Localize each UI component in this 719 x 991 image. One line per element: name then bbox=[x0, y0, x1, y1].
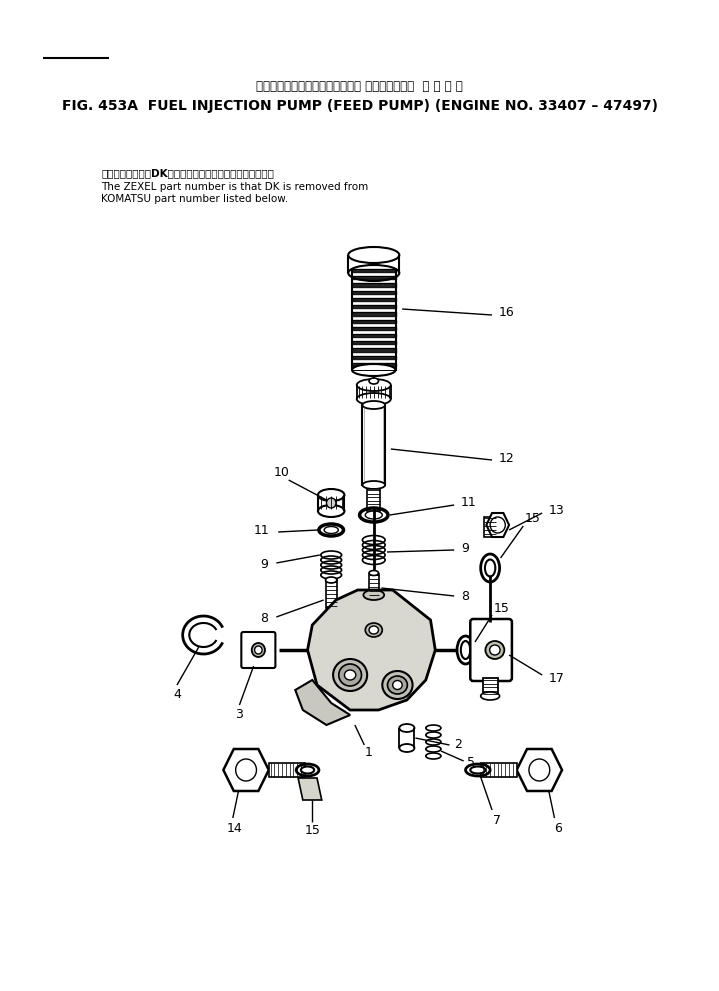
Bar bbox=[326, 580, 337, 608]
FancyBboxPatch shape bbox=[242, 632, 275, 668]
Circle shape bbox=[326, 498, 336, 508]
Ellipse shape bbox=[362, 401, 385, 409]
Ellipse shape bbox=[363, 590, 384, 600]
Ellipse shape bbox=[344, 670, 356, 680]
Text: 15: 15 bbox=[525, 512, 541, 525]
Ellipse shape bbox=[357, 393, 391, 405]
Text: 品番のメーカ記号DKを除いたものがゼクセルの品番です。: 品番のメーカ記号DKを除いたものがゼクセルの品番です。 bbox=[101, 168, 274, 178]
Ellipse shape bbox=[252, 643, 265, 657]
Bar bbox=[485, 517, 496, 537]
Ellipse shape bbox=[339, 664, 362, 686]
Text: 3: 3 bbox=[236, 708, 243, 720]
Ellipse shape bbox=[485, 641, 504, 659]
Text: 17: 17 bbox=[549, 672, 564, 685]
Ellipse shape bbox=[399, 744, 414, 752]
Polygon shape bbox=[298, 778, 321, 800]
Ellipse shape bbox=[485, 560, 495, 577]
Bar bbox=[482, 678, 498, 696]
Ellipse shape bbox=[369, 571, 378, 576]
Ellipse shape bbox=[333, 659, 367, 691]
Bar bbox=[367, 489, 380, 511]
Ellipse shape bbox=[324, 526, 339, 533]
Text: 9: 9 bbox=[260, 558, 267, 571]
Bar bbox=[369, 574, 378, 599]
Text: 8: 8 bbox=[260, 612, 267, 625]
Polygon shape bbox=[296, 680, 350, 725]
Text: 16: 16 bbox=[499, 306, 514, 319]
Text: 1: 1 bbox=[365, 746, 373, 759]
Ellipse shape bbox=[318, 489, 344, 501]
Bar bbox=[481, 763, 517, 777]
Text: KOMATSU part number listed below.: KOMATSU part number listed below. bbox=[101, 194, 288, 204]
Text: 7: 7 bbox=[493, 814, 501, 826]
Bar bbox=[362, 405, 385, 485]
Text: 6: 6 bbox=[554, 822, 562, 834]
Ellipse shape bbox=[383, 671, 413, 699]
Ellipse shape bbox=[399, 724, 414, 732]
Ellipse shape bbox=[393, 681, 402, 690]
Text: 9: 9 bbox=[461, 542, 469, 556]
Ellipse shape bbox=[255, 646, 262, 654]
Polygon shape bbox=[308, 590, 435, 710]
Text: 11: 11 bbox=[461, 496, 477, 509]
Ellipse shape bbox=[352, 364, 395, 376]
Text: 2: 2 bbox=[454, 738, 462, 751]
Text: 5: 5 bbox=[467, 756, 475, 769]
Ellipse shape bbox=[369, 626, 378, 634]
Text: The ZEXEL part number is that DK is removed from: The ZEXEL part number is that DK is remo… bbox=[101, 182, 369, 192]
Ellipse shape bbox=[388, 676, 408, 694]
Text: 15: 15 bbox=[304, 824, 320, 836]
Ellipse shape bbox=[348, 265, 399, 281]
FancyBboxPatch shape bbox=[470, 619, 512, 681]
Text: FIG. 453A  FUEL INJECTION PUMP (FEED PUMP) (ENGINE NO. 33407 – 47497): FIG. 453A FUEL INJECTION PUMP (FEED PUMP… bbox=[62, 99, 658, 113]
Ellipse shape bbox=[365, 623, 383, 637]
Ellipse shape bbox=[481, 692, 500, 700]
Ellipse shape bbox=[461, 641, 470, 659]
Ellipse shape bbox=[362, 481, 385, 489]
Bar bbox=[269, 763, 305, 777]
Text: 14: 14 bbox=[226, 822, 242, 834]
Ellipse shape bbox=[348, 247, 399, 263]
Text: 8: 8 bbox=[461, 591, 469, 604]
Text: 4: 4 bbox=[173, 689, 181, 702]
Text: 15: 15 bbox=[494, 602, 510, 614]
Text: フェエルインジェクションポンプ フィードポンプ  適 用 号 機: フェエルインジェクションポンプ フィードポンプ 適 用 号 機 bbox=[256, 80, 463, 93]
Polygon shape bbox=[224, 749, 269, 791]
Ellipse shape bbox=[326, 577, 337, 583]
Ellipse shape bbox=[301, 766, 314, 774]
Ellipse shape bbox=[490, 645, 500, 655]
Ellipse shape bbox=[318, 505, 344, 517]
Ellipse shape bbox=[369, 378, 378, 384]
Text: 13: 13 bbox=[549, 503, 564, 516]
Ellipse shape bbox=[365, 511, 383, 519]
Ellipse shape bbox=[357, 379, 391, 391]
Polygon shape bbox=[517, 749, 562, 791]
Text: 11: 11 bbox=[254, 524, 270, 537]
Ellipse shape bbox=[470, 766, 485, 774]
Text: 12: 12 bbox=[499, 452, 514, 465]
Polygon shape bbox=[486, 513, 509, 537]
Text: 10: 10 bbox=[274, 467, 290, 480]
